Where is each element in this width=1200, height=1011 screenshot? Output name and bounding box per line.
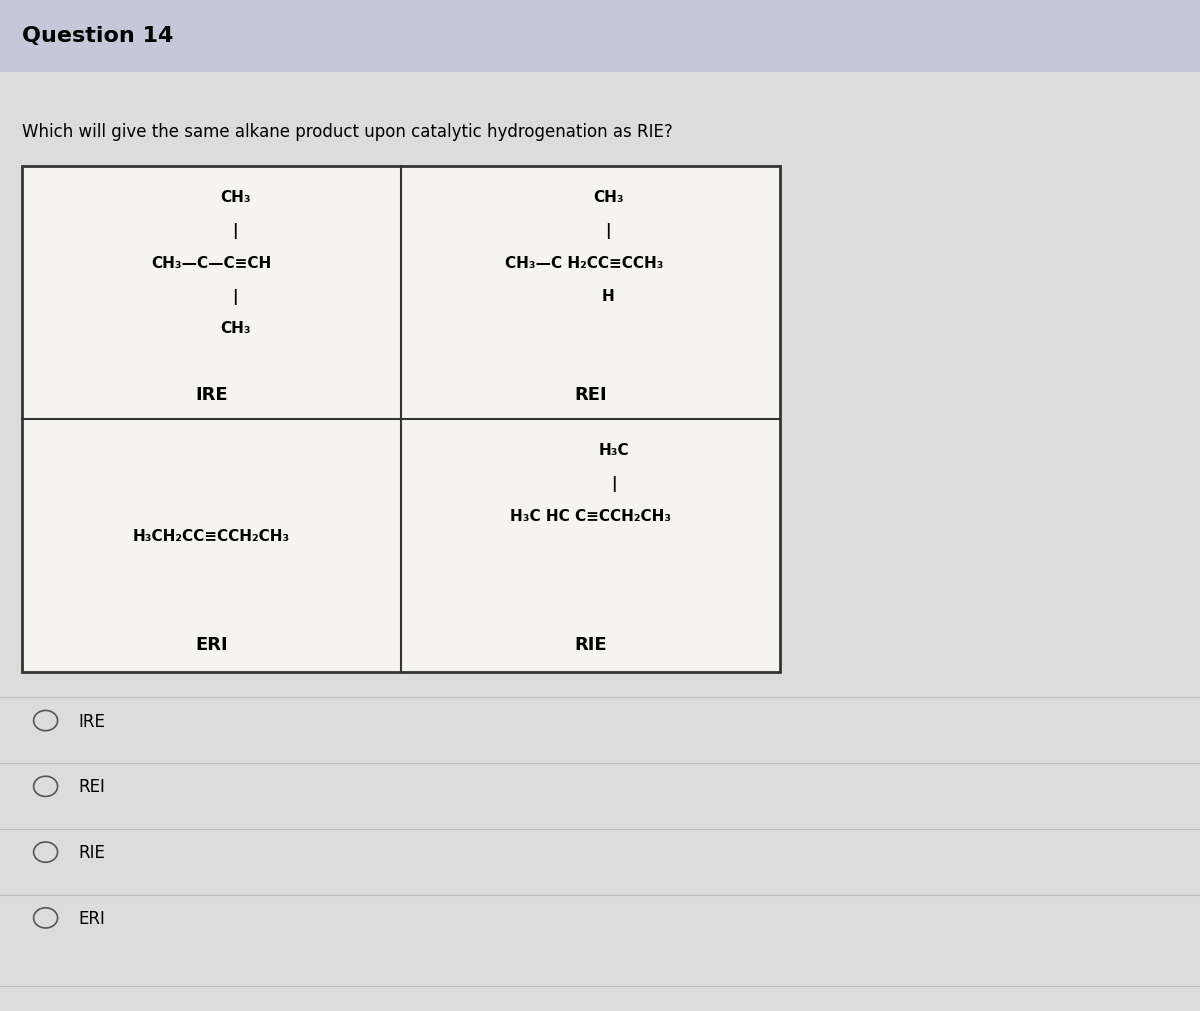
Text: CH₃: CH₃: [220, 190, 251, 204]
Bar: [0, 0, 1200, 30]
Text: H₃CH₂CC≡CCH₂CH₃: H₃CH₂CC≡CCH₂CH₃: [132, 529, 290, 543]
Bar: [22, 420, 401, 672]
Bar: [401, 420, 780, 672]
Text: CH₃: CH₃: [593, 190, 624, 204]
Text: |: |: [233, 288, 238, 304]
Text: RIE: RIE: [574, 635, 607, 653]
Text: H: H: [602, 289, 614, 303]
Text: ERI: ERI: [78, 909, 104, 927]
Text: H₃C HC C≡CCH₂CH₃: H₃C HC C≡CCH₂CH₃: [510, 509, 671, 523]
Text: CH₃: CH₃: [220, 321, 251, 336]
Bar: [401, 167, 780, 420]
Text: IRE: IRE: [78, 712, 104, 730]
Bar: [22, 167, 401, 420]
Text: Question 14: Question 14: [22, 26, 173, 47]
Text: CH₃—C—C≡CH: CH₃—C—C≡CH: [151, 256, 271, 270]
Text: REI: REI: [574, 385, 607, 403]
Text: IRE: IRE: [194, 385, 228, 403]
Text: |: |: [612, 475, 617, 491]
Text: |: |: [606, 222, 611, 239]
Text: |: |: [233, 222, 238, 239]
Text: RIE: RIE: [78, 843, 104, 861]
Text: ERI: ERI: [194, 635, 228, 653]
Text: REI: REI: [78, 777, 104, 796]
Text: Which will give the same alkane product upon catalytic hydrogenation as RIE?: Which will give the same alkane product …: [22, 122, 672, 141]
Bar: [0, 0, 1200, 73]
Text: H₃C: H₃C: [599, 443, 630, 457]
Text: CH₃—C H₂CC≡CCH₃: CH₃—C H₂CC≡CCH₃: [505, 256, 664, 270]
Bar: [22, 167, 780, 672]
